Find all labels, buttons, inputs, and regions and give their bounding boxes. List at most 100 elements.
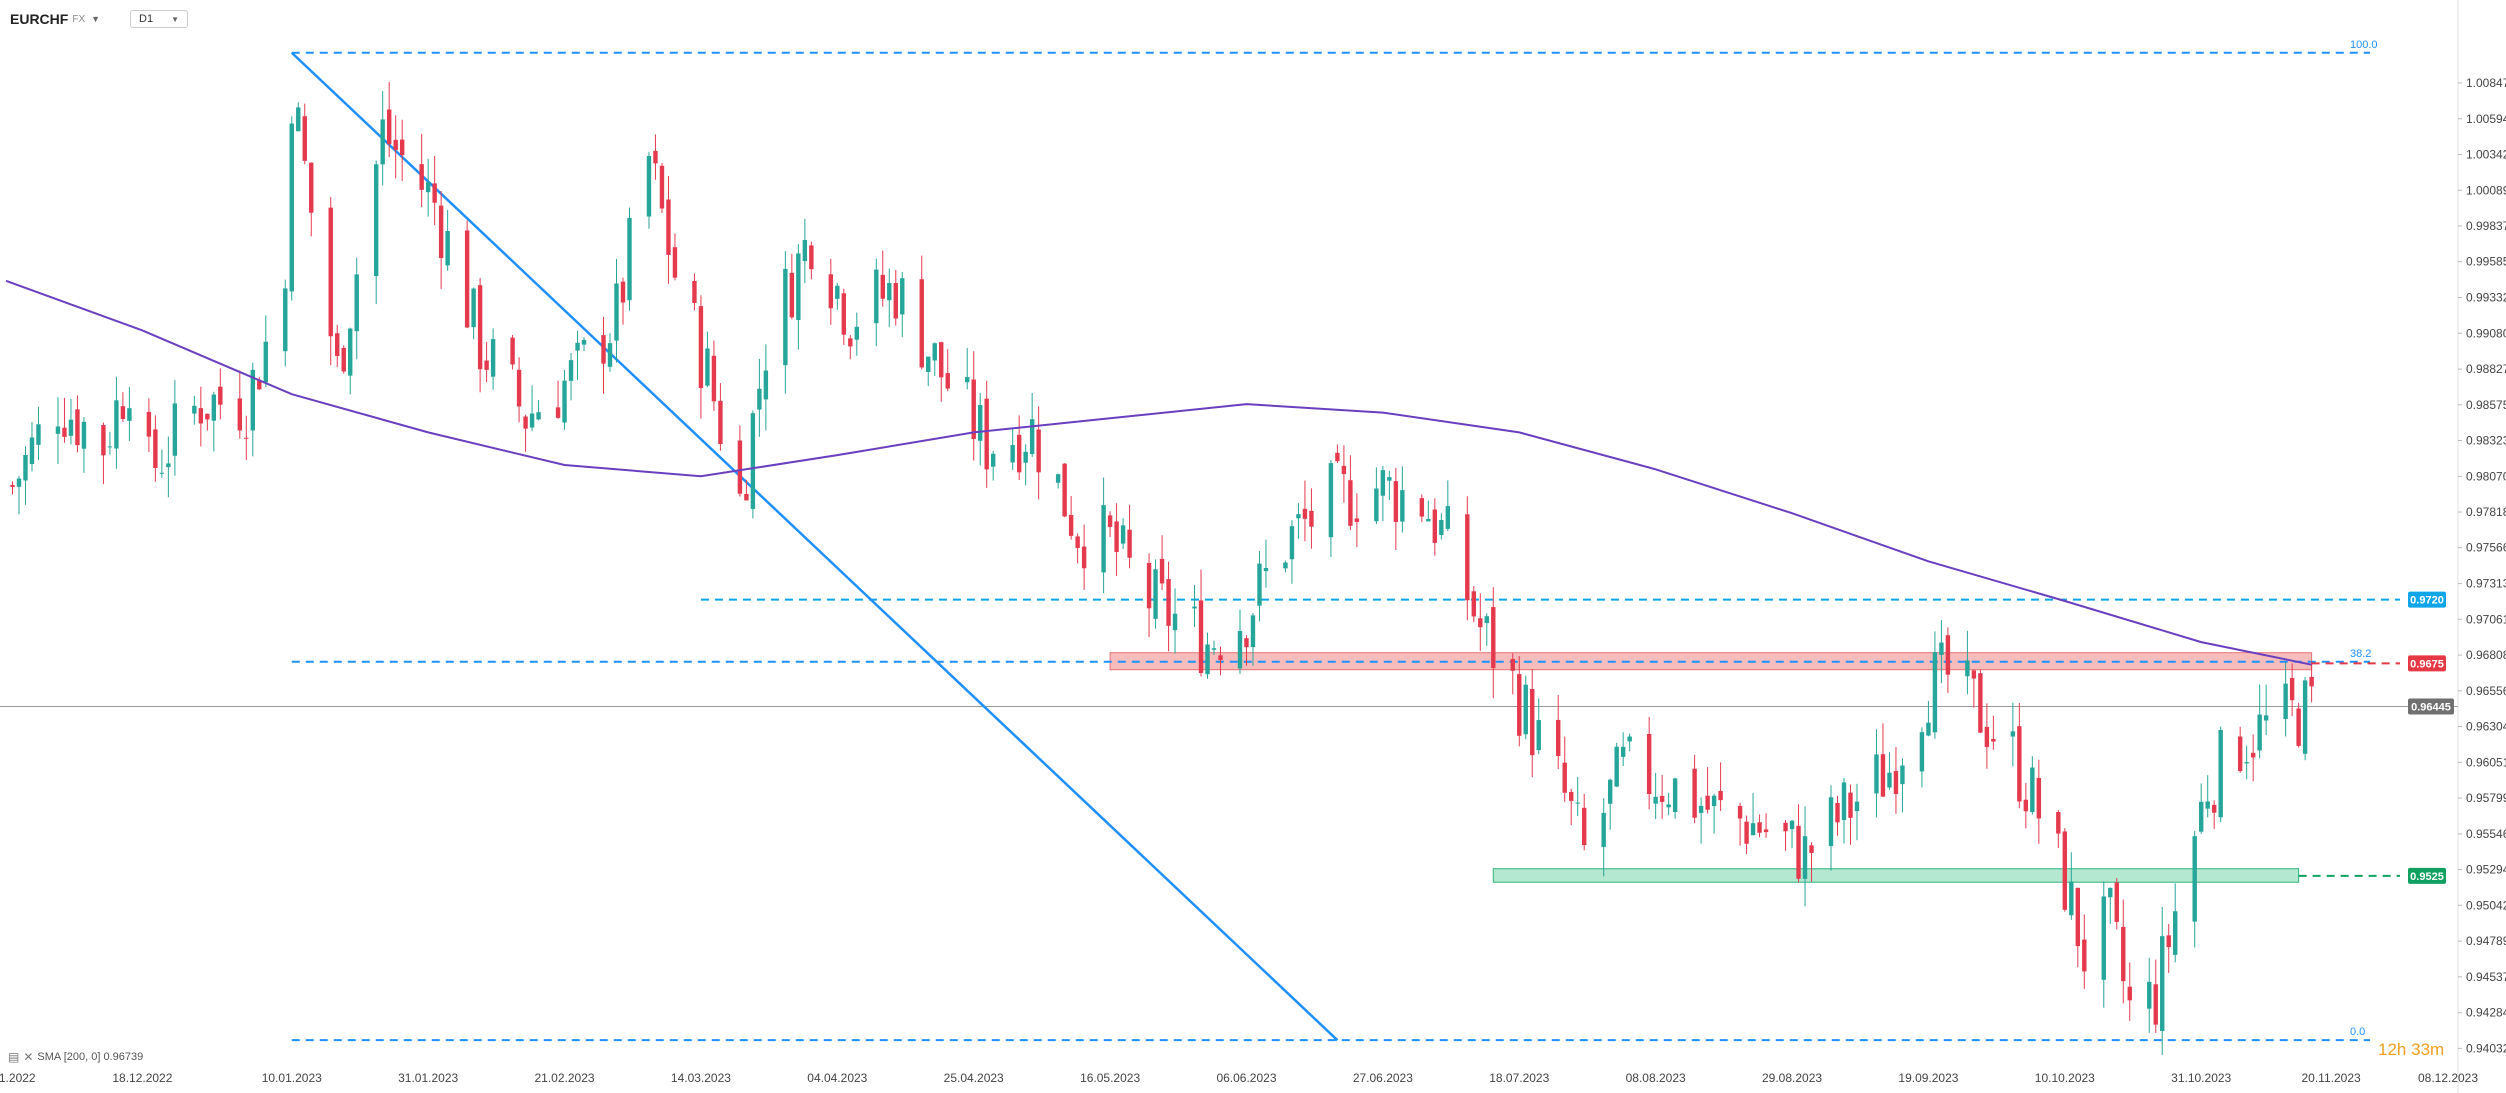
candle-body[interactable] <box>1737 805 1743 819</box>
candle-body[interactable] <box>990 453 996 467</box>
candle-body[interactable] <box>2010 731 2016 737</box>
candle-body[interactable] <box>529 413 535 428</box>
candle-body[interactable] <box>2108 887 2113 898</box>
candle-body[interactable] <box>809 245 814 270</box>
candle-body[interactable] <box>523 416 528 429</box>
candle-body[interactable] <box>354 274 359 332</box>
candle-body[interactable] <box>1114 521 1119 552</box>
candle-body[interactable] <box>101 425 106 456</box>
candle-body[interactable] <box>399 139 405 156</box>
support-zone[interactable] <box>1492 868 2300 883</box>
candle-body[interactable] <box>432 183 437 203</box>
candle-body[interactable] <box>1445 506 1451 529</box>
candle-body[interactable] <box>1744 821 1749 844</box>
candle-body[interactable] <box>1536 720 1541 751</box>
candle-body[interactable] <box>783 268 788 366</box>
candle-body[interactable] <box>2030 767 2035 813</box>
candle-body[interactable] <box>341 347 346 372</box>
candle-body[interactable] <box>835 285 840 299</box>
candle-body[interactable] <box>1991 738 1996 742</box>
candle-body[interactable] <box>1783 822 1788 832</box>
candle-body[interactable] <box>1419 498 1425 517</box>
candle-body[interactable] <box>1348 480 1353 526</box>
candle-body[interactable] <box>237 398 243 431</box>
candle-body[interactable] <box>614 283 619 341</box>
candle-body[interactable] <box>1166 579 1171 626</box>
candle-body[interactable] <box>1523 684 1528 735</box>
candle-body[interactable] <box>250 369 255 431</box>
candle-body[interactable] <box>393 139 398 150</box>
candle-body[interactable] <box>1302 508 1308 519</box>
candle-body[interactable] <box>1971 670 1977 679</box>
candle-body[interactable] <box>81 421 87 449</box>
candle-body[interactable] <box>971 379 976 439</box>
candle-body[interactable] <box>1036 429 1041 473</box>
candle-body[interactable] <box>854 326 860 340</box>
candle-body[interactable] <box>1945 635 1951 675</box>
candle-body[interactable] <box>555 407 561 418</box>
candle-body[interactable] <box>1289 526 1295 560</box>
candle-body[interactable] <box>1672 778 1678 813</box>
candle-body[interactable] <box>1510 658 1515 671</box>
candle-body[interactable] <box>1659 795 1665 802</box>
candle-body[interactable] <box>1705 795 1710 810</box>
candle-body[interactable] <box>1848 792 1853 818</box>
candle-body[interactable] <box>1692 768 1697 818</box>
candle-body[interactable] <box>1055 474 1061 483</box>
candle-body[interactable] <box>1491 607 1496 669</box>
candle-body[interactable] <box>1029 419 1035 455</box>
candle-body[interactable] <box>1854 801 1860 812</box>
candle-body[interactable] <box>257 379 262 390</box>
candle-body[interactable] <box>828 274 834 309</box>
candle-body[interactable] <box>2114 882 2119 922</box>
candle-body[interactable] <box>114 400 119 449</box>
candle-body[interactable] <box>802 239 808 262</box>
candle-body[interactable] <box>490 339 496 377</box>
candle-body[interactable] <box>2309 676 2314 687</box>
candle-body[interactable] <box>2283 683 2288 720</box>
candle-body[interactable] <box>1556 719 1561 756</box>
candle-body[interactable] <box>328 207 333 337</box>
candle-body[interactable] <box>1984 726 1990 748</box>
symbol-name[interactable]: EURCHF <box>10 11 69 27</box>
candle-body[interactable] <box>659 165 665 209</box>
candle-body[interactable] <box>2244 762 2249 764</box>
candle-body[interactable] <box>1153 569 1158 619</box>
candle-body[interactable] <box>62 427 67 437</box>
candle-body[interactable] <box>2153 984 2158 1025</box>
candle-body[interactable] <box>1484 616 1489 624</box>
candle-body[interactable] <box>1530 689 1535 756</box>
candle-body[interactable] <box>2121 926 2126 982</box>
candle-body[interactable] <box>153 429 158 468</box>
candle-body[interactable] <box>1471 591 1476 617</box>
candle-body[interactable] <box>2302 680 2308 754</box>
candle-body[interactable] <box>516 369 522 407</box>
candle-body[interactable] <box>348 328 353 376</box>
candle-body[interactable] <box>2023 799 2029 812</box>
candle-body[interactable] <box>607 343 613 367</box>
candle-body[interactable] <box>309 162 314 213</box>
candle-body[interactable] <box>1601 812 1606 847</box>
candle-body[interactable] <box>1068 515 1074 536</box>
candle-body[interactable] <box>1887 772 1892 788</box>
candle-body[interactable] <box>978 405 983 441</box>
candle-body[interactable] <box>711 355 717 402</box>
candle-body[interactable] <box>425 182 431 193</box>
price-tag[interactable] <box>2408 591 2446 608</box>
candle-body[interactable] <box>1874 754 1879 794</box>
candle-body[interactable] <box>1841 782 1847 821</box>
candle-body[interactable] <box>750 413 756 509</box>
candle-body[interactable] <box>335 333 340 357</box>
candle-body[interactable] <box>1192 606 1197 609</box>
candle-body[interactable] <box>1582 807 1587 846</box>
candle-body[interactable] <box>1244 638 1249 648</box>
candle-body[interactable] <box>1263 568 1269 572</box>
candle-body[interactable] <box>757 388 762 410</box>
candle-body[interactable] <box>1900 765 1905 785</box>
candle-body[interactable] <box>263 341 268 383</box>
candle-body[interactable] <box>1062 463 1067 517</box>
candle-body[interactable] <box>1569 791 1574 801</box>
candle-body[interactable] <box>887 282 892 301</box>
candle-body[interactable] <box>1926 722 1931 736</box>
candle-body[interactable] <box>705 348 710 386</box>
